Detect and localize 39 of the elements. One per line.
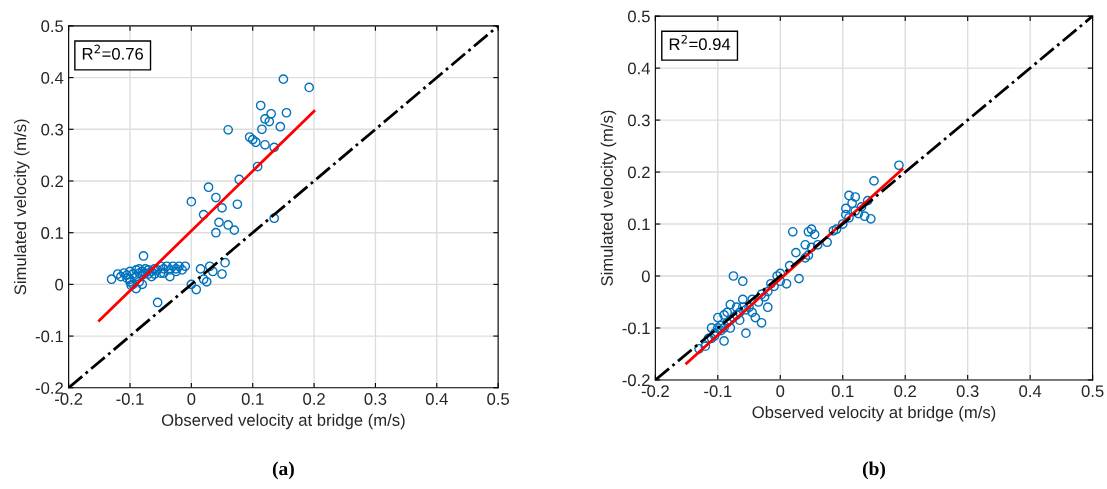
y-tick-label: 0.4 bbox=[627, 62, 650, 75]
y-tick-label: 0.1 bbox=[627, 218, 650, 231]
x-tick-label: 0.4 bbox=[1019, 385, 1042, 398]
y-tick-label: 0.2 bbox=[41, 175, 63, 188]
y-tick-label: 0 bbox=[55, 278, 64, 291]
y-tick-label: 0.3 bbox=[627, 114, 650, 127]
y-tick-label: 0.1 bbox=[41, 227, 63, 239]
x-tick-label: 0.1 bbox=[241, 393, 264, 405]
annotation: R$^{2}$=0.76 bbox=[82, 44, 144, 60]
x-tick-label: 0.2 bbox=[303, 393, 325, 405]
y-tick-label: 0 bbox=[641, 270, 650, 283]
x-tick-label: 0 bbox=[187, 393, 196, 405]
text: (b) bbox=[862, 461, 886, 480]
annotation: R$^{2}$=0.94 bbox=[669, 34, 731, 51]
y-axis-title: Simulated velocity (m/s) bbox=[600, 110, 617, 286]
x-tick-label: 0 bbox=[776, 385, 785, 398]
x-tick-label: 0.1 bbox=[831, 385, 854, 398]
y-tick-label: -0.1 bbox=[622, 322, 650, 335]
x-tick-label: -0.1 bbox=[704, 385, 732, 398]
y-tick-label: 0.2 bbox=[627, 166, 650, 179]
x-tick-label: 0.3 bbox=[364, 393, 387, 405]
x-tick-label: 0.4 bbox=[425, 393, 448, 405]
x-tick-label: 0.2 bbox=[894, 385, 916, 398]
x-tick-label: -0.2 bbox=[641, 385, 669, 398]
x-tick-label: -0.2 bbox=[55, 393, 83, 405]
x-tick-label: 0.3 bbox=[956, 385, 979, 398]
y-tick-label: 0.5 bbox=[41, 20, 64, 33]
y-tick-label: 0.3 bbox=[41, 123, 64, 136]
y-tick-label: -0.1 bbox=[35, 330, 63, 343]
y-tick-label: -0.2 bbox=[622, 374, 650, 387]
x-tick-label: 0.5 bbox=[487, 393, 510, 405]
y-tick-label: 0.4 bbox=[41, 72, 64, 84]
text: (a) bbox=[272, 461, 294, 480]
x-tick-label: -0.1 bbox=[116, 393, 144, 405]
y-tick-label: 0.5 bbox=[627, 10, 650, 23]
x-axis-title: Observed velocity at bridge (m/s) bbox=[161, 413, 405, 430]
x-axis-title: Observed velocity at bridge (m/s) bbox=[752, 405, 996, 422]
x-tick-label: 0.5 bbox=[1081, 385, 1104, 398]
y-axis-title: Simulated velocity (m/s) bbox=[13, 119, 30, 295]
